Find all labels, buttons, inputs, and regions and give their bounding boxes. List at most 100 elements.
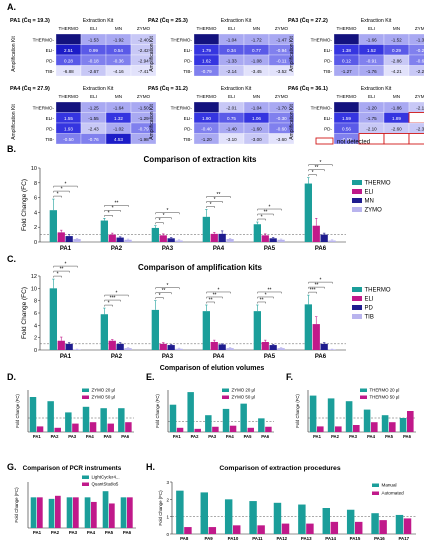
heatmap-pa3: PA3 (C̄q = 27.2) Extraction Kit Amplificat… [288, 17, 424, 77]
x-tick-label: PA6 [261, 434, 270, 439]
bar [312, 324, 320, 350]
heatmap-cell-value: -3.45 [251, 69, 262, 74]
y-tick-label: 2 [34, 336, 37, 342]
heatmap-cell [130, 65, 157, 77]
bar [257, 525, 265, 534]
significance-bracket [308, 174, 317, 177]
heatmap-row-label: PD- [324, 58, 332, 63]
significance-label: ** [115, 201, 119, 207]
heatmap-cell-value: 1.32 [114, 116, 123, 121]
heatmap-cell-value: -1.04 [251, 105, 262, 110]
bar [57, 340, 65, 350]
heatmap-row-label: THERMO- [33, 105, 55, 110]
significance-bracket [308, 164, 333, 167]
significance-label: * [108, 211, 110, 217]
significance-label: * [61, 186, 63, 192]
x-tick-label: PA3 [162, 246, 174, 252]
bar [65, 343, 73, 350]
chart-elution-thermo-f: Fold Change (FC) PA1 PA2 PA3 PA4 PA5 PA6 THERMO… [295, 388, 416, 439]
x-tick-label: PA1 [60, 246, 72, 252]
legend-swatch [352, 305, 362, 310]
legend-label: ZYMO [365, 208, 383, 214]
heatmap-cell-value: -0.36 [113, 58, 124, 63]
bar [184, 527, 192, 534]
x-tick-label: PA4 [213, 246, 225, 252]
heatmap-row-label: PD- [46, 58, 54, 63]
significance-label: ** [315, 165, 319, 171]
significance-bracket [308, 169, 325, 172]
bar [108, 340, 116, 350]
bar [389, 422, 396, 432]
heatmap-cell-value: -4.21 [391, 69, 402, 74]
y-axis-label: Fold Change (FC) [14, 487, 19, 523]
heatmap-col-header: Extraction Kit [221, 86, 252, 92]
y-tick-label: 8 [34, 181, 37, 187]
heatmap-col-label: ZYMO [415, 94, 424, 99]
legend-swatch [372, 491, 379, 495]
bar [167, 238, 175, 242]
y-tick-label: 2 [166, 497, 169, 502]
y-tick-label: 1 [166, 515, 169, 520]
heatmap-cell [55, 101, 82, 113]
bar [210, 341, 218, 350]
y-tick-label: 12 [31, 274, 37, 280]
bar [253, 311, 261, 350]
bar [57, 232, 65, 242]
bar [55, 495, 61, 528]
heatmap-row-axis: Amplification Kit [149, 104, 155, 140]
significance-bracket [155, 212, 180, 215]
x-tick-label: PA5 [264, 354, 276, 360]
x-tick-label: PA5 [104, 434, 113, 439]
bar [277, 348, 285, 350]
bar [212, 426, 219, 432]
bar [218, 344, 226, 350]
legend-swatch [352, 314, 362, 319]
significance-bracket [257, 291, 282, 294]
bar [330, 521, 339, 534]
significance-bracket [53, 275, 62, 278]
significance-label: ** [260, 297, 264, 303]
heatmap-title: PA2 (C̄q = 25.3) [148, 17, 188, 24]
legend-label: THERMO 50 µl [370, 395, 400, 400]
significance-bracket [155, 217, 172, 220]
significance-bracket [104, 299, 121, 302]
significance-bracket [206, 301, 215, 304]
significance-bracket [206, 201, 223, 203]
bar [54, 427, 61, 432]
panel-letter-h: H. [146, 462, 155, 472]
y-axis-label: Fold Change (FC) [295, 394, 300, 428]
legend-label: ZYMO 50 µl [92, 395, 116, 400]
heatmap-cell-value: 1.06 [252, 116, 261, 121]
x-tick-label: PA3 [68, 434, 77, 439]
x-tick-label: PA1 [60, 354, 72, 360]
y-axis-label: Fold Change (FC) [158, 490, 163, 526]
significance-label: * [167, 283, 169, 289]
heatmap-cell [130, 133, 157, 145]
bar [84, 497, 91, 528]
heatmap-cell [268, 65, 295, 77]
bar [258, 418, 265, 432]
bar [273, 502, 282, 534]
significance-label: * [57, 191, 59, 197]
heatmap-cell-not-detected [383, 133, 410, 145]
chart-elution-zymo-e: Fold Change (FC) PA1 PA2 PA3 PA4 PA5 PA6 ZYMO 2… [155, 388, 274, 439]
significance-bracket [308, 291, 317, 294]
heatmap-col-header: Extraction Kit [361, 18, 392, 24]
significance-label: * [312, 170, 314, 176]
legend-label: Automated [382, 491, 405, 496]
significance-label: * [163, 213, 165, 219]
legend-label: QuantStudio5 [92, 482, 119, 487]
bar [127, 497, 133, 528]
bar [395, 514, 404, 534]
bar [371, 422, 378, 432]
bar [202, 311, 210, 350]
heatmap-cell-value: 1.93 [64, 126, 73, 131]
x-tick-label: PA6 [123, 530, 132, 535]
bar [49, 210, 57, 242]
bar [159, 343, 167, 350]
significance-label: ** [162, 288, 166, 294]
heatmap-col-label: MN [115, 94, 122, 99]
bar [253, 224, 261, 242]
x-tick-label: PA1 [173, 434, 182, 439]
heatmap-cell-value: 2.51 [64, 48, 73, 53]
